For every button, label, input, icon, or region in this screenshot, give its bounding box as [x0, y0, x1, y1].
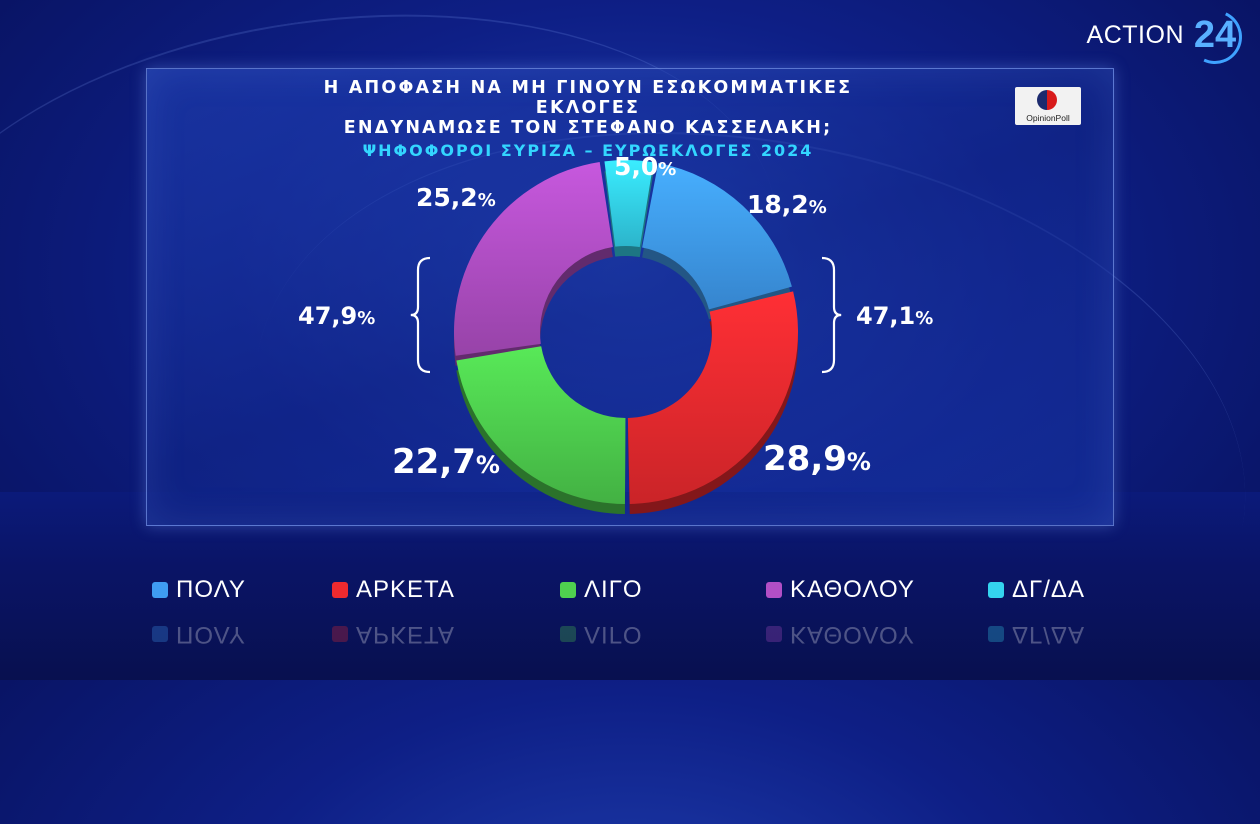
group-brace-left — [410, 256, 431, 374]
chart-header: Η ΑΠΟΦΑΣΗ ΝΑ ΜΗ ΓΙΝΟΥΝ ΕΣΩΚΟΜΜΑΤΙΚΕΣ ΕΚΛ… — [268, 78, 908, 160]
value-label-καθολου: 25,2% — [416, 183, 496, 212]
legend-item-καθολου: ΚΑΘΟΛΟΥ — [766, 576, 915, 604]
legend-reflection-item-δγ-δα: ΔΓ/ΔΑ — [988, 620, 1085, 648]
chart-title-line-1: Η ΑΠΟΦΑΣΗ ΝΑ ΜΗ ΓΙΝΟΥΝ ΕΣΩΚΟΜΜΑΤΙΚΕΣ ΕΚΛ… — [323, 78, 853, 118]
pollster-name: OpinionPoll — [1026, 113, 1070, 123]
channel-name: ACTION — [1086, 20, 1184, 49]
legend-reflection-item-label: ΑΡΚΕΤΑ — [356, 621, 455, 648]
legend-item-swatch — [766, 582, 782, 598]
slice-αρκετα — [627, 291, 799, 504]
channel-number: 24 — [1193, 14, 1237, 56]
legend-item-πολυ: ΠΟΛΥ — [152, 576, 246, 604]
slice-καθολου — [454, 162, 613, 356]
legend-item-λιγο: ΛΙΓΟ — [560, 576, 643, 604]
legend-reflection-item-καθολου: ΚΑΘΟΛΟΥ — [766, 620, 915, 648]
group-brace-right — [821, 256, 842, 374]
value-label-δγ-δα: 5,0% — [614, 152, 676, 181]
channel-number-badge: 24 — [1180, 2, 1250, 72]
legend-reflection-item-label: ΛΙΓΟ — [584, 621, 643, 648]
legend-reflection-item-label: ΚΑΘΟΛΟΥ — [790, 621, 915, 648]
legend-item-swatch — [152, 582, 168, 598]
pollster-logo-icon — [1037, 90, 1057, 110]
group-total-right: 47,1% — [856, 302, 933, 330]
donut-chart: 18,2% 28,9% 22,7% 25,2% 5,0% 47,1% 47,9% — [298, 152, 933, 514]
chart-subtitle: ΨΗΦΟΦΟΡΟΙ ΣΥΡΙΖΑ – ΕΥΡΩΕΚΛΟΓΕΣ 2024 — [362, 141, 814, 160]
pollster-logo: OpinionPoll — [1015, 87, 1081, 125]
legend-item-swatch — [560, 582, 576, 598]
value-label-πολυ: 18,2% — [747, 190, 827, 219]
legend-item-swatch — [988, 582, 1004, 598]
legend-reflection-item-swatch — [560, 626, 576, 642]
channel-logo: ACTION 24 — [1086, 2, 1250, 72]
legend-item-label: ΠΟΛΥ — [176, 576, 246, 603]
legend-reflection-item-label: ΔΓ/ΔΑ — [1012, 621, 1085, 648]
legend-reflection-item-πολυ: ΠΟΛΥ — [152, 620, 246, 648]
slice-λιγο — [456, 346, 626, 504]
legend-item-αρκετα: ΑΡΚΕΤΑ — [332, 576, 455, 604]
legend-reflection-item-λιγο: ΛΙΓΟ — [560, 620, 643, 648]
legend-item-δγ-δα: ΔΓ/ΔΑ — [988, 576, 1085, 604]
legend-item-label: ΑΡΚΕΤΑ — [356, 576, 455, 603]
value-label-λιγο: 22,7% — [392, 442, 500, 482]
legend-reflection-item-swatch — [766, 626, 782, 642]
legend-item-label: ΛΙΓΟ — [584, 576, 643, 603]
legend-reflection-item-αρκετα: ΑΡΚΕΤΑ — [332, 620, 455, 648]
legend-reflection-item-swatch — [332, 626, 348, 642]
chart-title-line-2: ΕΝΔΥΝΑΜΩΣΕ ΤΟΝ ΣΤΕΦΑΝΟ ΚΑΣΣΕΛΑΚΗ; — [343, 118, 833, 138]
legend-reflection-item-label: ΠΟΛΥ — [176, 621, 246, 648]
legend-item-swatch — [332, 582, 348, 598]
group-total-left: 47,9% — [298, 302, 375, 330]
legend-item-label: ΚΑΘΟΛΟΥ — [790, 576, 915, 603]
legend-reflection-item-swatch — [988, 626, 1004, 642]
chart-legend: ΠΟΛΥ ΑΡΚΕΤΑ ΛΙΓΟ ΚΑΘΟΛΟΥ ΔΓ/ΔΑ — [0, 576, 1260, 603]
value-label-αρκετα: 28,9% — [763, 439, 871, 479]
slice-δγ-δα — [604, 160, 654, 248]
legend-reflection-item-swatch — [152, 626, 168, 642]
legend-item-label: ΔΓ/ΔΑ — [1012, 576, 1085, 603]
slice-πολυ — [642, 163, 792, 310]
legend-reflection: ΠΟΛΥ ΑΡΚΕΤΑ ΛΙΓΟ ΚΑΘΟΛΟΥ ΔΓ/ΔΑ — [0, 618, 1260, 648]
